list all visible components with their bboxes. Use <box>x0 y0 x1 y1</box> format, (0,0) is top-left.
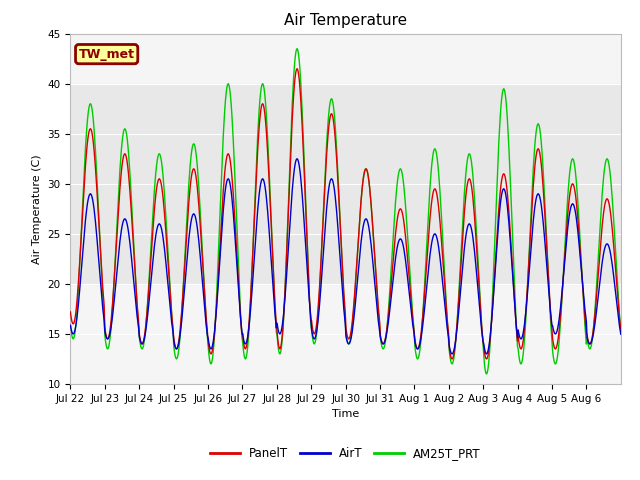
PanelT <box>617 327 625 333</box>
AirT <box>434 239 442 245</box>
AirT <box>617 331 625 337</box>
Line: AM25T_PRT: AM25T_PRT <box>70 48 621 374</box>
AirT <box>232 252 240 257</box>
AM25T_PRT <box>260 83 268 88</box>
Y-axis label: Air Temperature (C): Air Temperature (C) <box>32 154 42 264</box>
PanelT <box>293 66 301 72</box>
Title: Air Temperature: Air Temperature <box>284 13 407 28</box>
PanelT <box>67 309 74 315</box>
PanelT <box>131 269 139 275</box>
AM25T_PRT <box>293 46 301 51</box>
AirT <box>449 351 456 357</box>
AM25T_PRT <box>403 223 411 229</box>
Bar <box>70 84 621 284</box>
Line: PanelT: PanelT <box>70 69 621 359</box>
AirT <box>280 304 288 310</box>
PanelT <box>403 249 411 255</box>
Text: TW_met: TW_met <box>79 48 134 60</box>
AM25T_PRT <box>131 267 139 273</box>
PanelT <box>434 197 442 203</box>
AirT <box>131 293 139 299</box>
PanelT <box>449 356 456 362</box>
AM25T_PRT <box>434 161 442 167</box>
PanelT <box>260 102 268 108</box>
AM25T_PRT <box>483 371 490 377</box>
AM25T_PRT <box>67 322 74 327</box>
AirT <box>293 156 301 162</box>
AM25T_PRT <box>617 328 625 334</box>
AirT <box>403 269 411 275</box>
PanelT <box>280 303 288 309</box>
AM25T_PRT <box>280 304 288 310</box>
Line: AirT: AirT <box>70 159 621 354</box>
Legend: PanelT, AirT, AM25T_PRT: PanelT, AirT, AM25T_PRT <box>205 443 486 465</box>
PanelT <box>232 240 240 246</box>
AirT <box>67 323 74 328</box>
AirT <box>260 177 268 182</box>
AM25T_PRT <box>232 205 240 211</box>
X-axis label: Time: Time <box>332 409 359 419</box>
